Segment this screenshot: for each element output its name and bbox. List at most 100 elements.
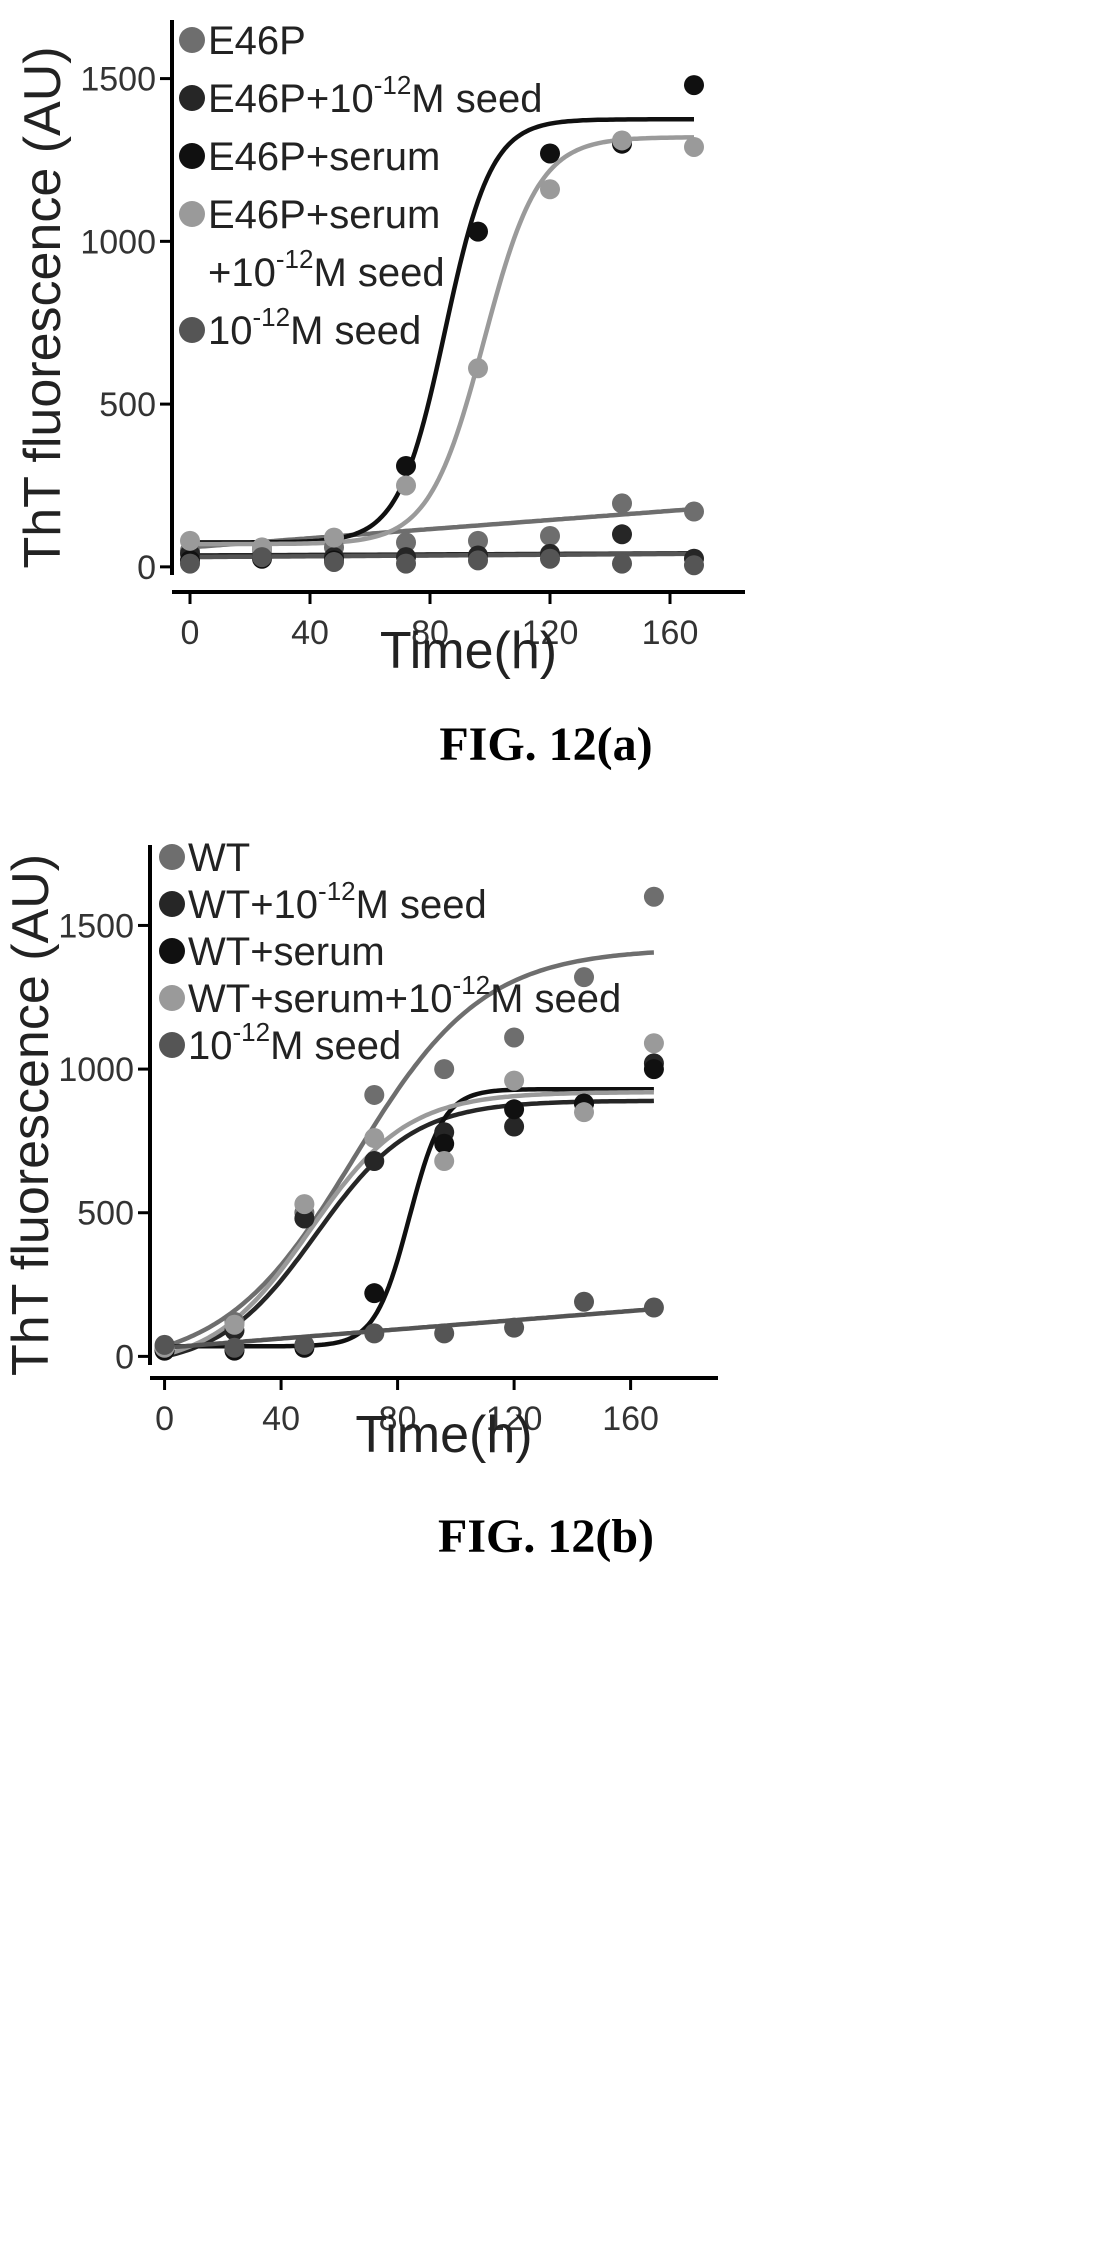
x-tick-label: 160: [642, 614, 699, 652]
data-point-series-2: [396, 455, 416, 476]
data-point-series-0: [574, 967, 595, 988]
data-point-series-4: [643, 1297, 664, 1318]
legend-label-text: E46P+10: [208, 77, 374, 121]
legend-marker: [179, 201, 205, 227]
legend-marker: [159, 844, 185, 870]
legend-label: WT+serum: [188, 930, 385, 974]
y-tick-label: 1500: [58, 907, 134, 945]
legend-label-text: WT+serum+10: [188, 977, 453, 1021]
legend-label-text: 10: [208, 309, 253, 353]
data-point-series-0: [540, 525, 560, 546]
x-tick-label: 40: [262, 1400, 300, 1438]
data-point-series-0: [468, 530, 488, 551]
data-point-series-2: [540, 143, 560, 164]
data-point-series-3: [504, 1070, 525, 1091]
figure-caption: FIG. 12(b): [438, 1510, 654, 1563]
data-point-series-3: [364, 1128, 385, 1149]
chart-fig-12a: 0 500 1000 1500 0 40 80 120 160 Time(h) ThT fluore…: [14, 19, 745, 771]
legend-label: E46P+10-12M seed: [208, 70, 542, 121]
legend-marker: [179, 143, 205, 169]
data-point-series-1: [612, 524, 632, 545]
legend-label-unit: M seed: [313, 251, 444, 295]
legend-label-text: WT+10: [188, 883, 318, 927]
data-point-series-4: [468, 550, 488, 571]
data-point-series-3: [434, 1151, 455, 1172]
data-point-series-3: [612, 130, 632, 151]
y-tick-label: 1000: [58, 1051, 134, 1089]
data-point-series-3: [574, 1102, 595, 1123]
x-tick-label: 120: [522, 614, 579, 652]
x-tick-label: 80: [379, 1400, 417, 1438]
x-tick-label: 80: [411, 614, 449, 652]
y-tick-label: 0: [115, 1338, 134, 1376]
data-point-series-1: [364, 1151, 385, 1172]
data-point-series-4: [252, 547, 272, 568]
fit-curve-series-4: [164, 1306, 655, 1351]
data-point-series-4: [294, 1334, 315, 1355]
data-point-series-1: [504, 1116, 525, 1137]
legend-label-text: E46P: [208, 19, 306, 63]
x-tick-label: 120: [486, 1400, 543, 1438]
data-point-series-4: [504, 1317, 525, 1338]
y-tick-label: 1500: [80, 61, 156, 99]
legend-label: E46P+serum: [208, 193, 440, 237]
y-tick-label: 0: [137, 549, 156, 587]
fit-curve-series-1: [164, 1098, 654, 1359]
data-point-series-4: [154, 1334, 175, 1355]
legend-label-exponent: -12: [318, 876, 356, 906]
data-point-series-3: [540, 179, 560, 200]
legend-label: E46P: [208, 19, 306, 63]
data-point-series-2: [504, 1099, 525, 1120]
data-point-series-2: [364, 1283, 385, 1304]
data-point-series-4: [540, 548, 560, 569]
y-tick-label: 500: [99, 386, 156, 424]
data-point-series-2: [684, 75, 704, 96]
data-point-series-4: [574, 1291, 595, 1312]
data-point-series-0: [364, 1084, 385, 1105]
data-point-series-4: [684, 555, 704, 576]
legend-label: WT+10-12M seed: [188, 876, 487, 927]
x-tick-label: 160: [602, 1400, 659, 1438]
x-axis-title: Time(h): [380, 622, 557, 680]
data-point-series-4: [324, 551, 344, 572]
y-axis-title: ThT fluorescence (AU): [14, 46, 72, 568]
fit-curve-series-2: [164, 1086, 654, 1349]
legend-label-exponent: -12: [453, 970, 491, 1000]
data-point-series-0: [396, 532, 416, 553]
data-point-series-3: [180, 530, 200, 551]
legend-label: 10-12M seed: [188, 1017, 401, 1068]
data-point-series-4: [224, 1337, 245, 1358]
legend-label-unit: M seed: [490, 977, 621, 1021]
legend-label-text: E46P+serum: [208, 193, 440, 237]
legend-label: WT: [188, 836, 250, 880]
legend-label-unit: M seed: [411, 77, 542, 121]
legend-label-exponent: -12: [276, 244, 314, 274]
fit-curve-series-3: [190, 135, 694, 547]
data-point-series-0: [504, 1027, 525, 1048]
legend-label-exponent: -12: [253, 302, 291, 332]
legend-label: +10-12M seed: [208, 244, 445, 295]
chart-fig-12b: 0 500 1000 1500 0 40 80 120 160 Time(h) ThT fluore…: [2, 836, 718, 1563]
legend-label-unit: M seed: [290, 309, 421, 353]
data-point-series-2: [643, 1059, 664, 1080]
data-point-series-4: [612, 553, 632, 574]
y-axis-title: ThT fluorescence (AU): [2, 854, 60, 1376]
data-point-series-0: [612, 493, 632, 514]
legend-label-exponent: -12: [233, 1017, 271, 1047]
legend-label-exponent: -12: [374, 70, 412, 100]
x-axis-title: Time(h): [355, 1406, 532, 1464]
y-tick-label: 1000: [80, 223, 156, 261]
data-point-series-4: [364, 1323, 385, 1344]
data-point-series-3: [684, 136, 704, 157]
data-point-series-1: [294, 1208, 315, 1229]
x-tick-label: 0: [155, 1400, 174, 1438]
legend-label: WT+serum+10-12M seed: [188, 970, 621, 1021]
data-point-series-2: [468, 221, 488, 242]
legend-marker: [159, 938, 185, 964]
fit-curve-series-4: [190, 551, 694, 560]
legend-label-text: WT: [188, 836, 250, 880]
legend-label-text: +10: [208, 251, 276, 295]
data-point-series-3: [224, 1314, 245, 1335]
figure-caption: FIG. 12(a): [439, 718, 652, 771]
